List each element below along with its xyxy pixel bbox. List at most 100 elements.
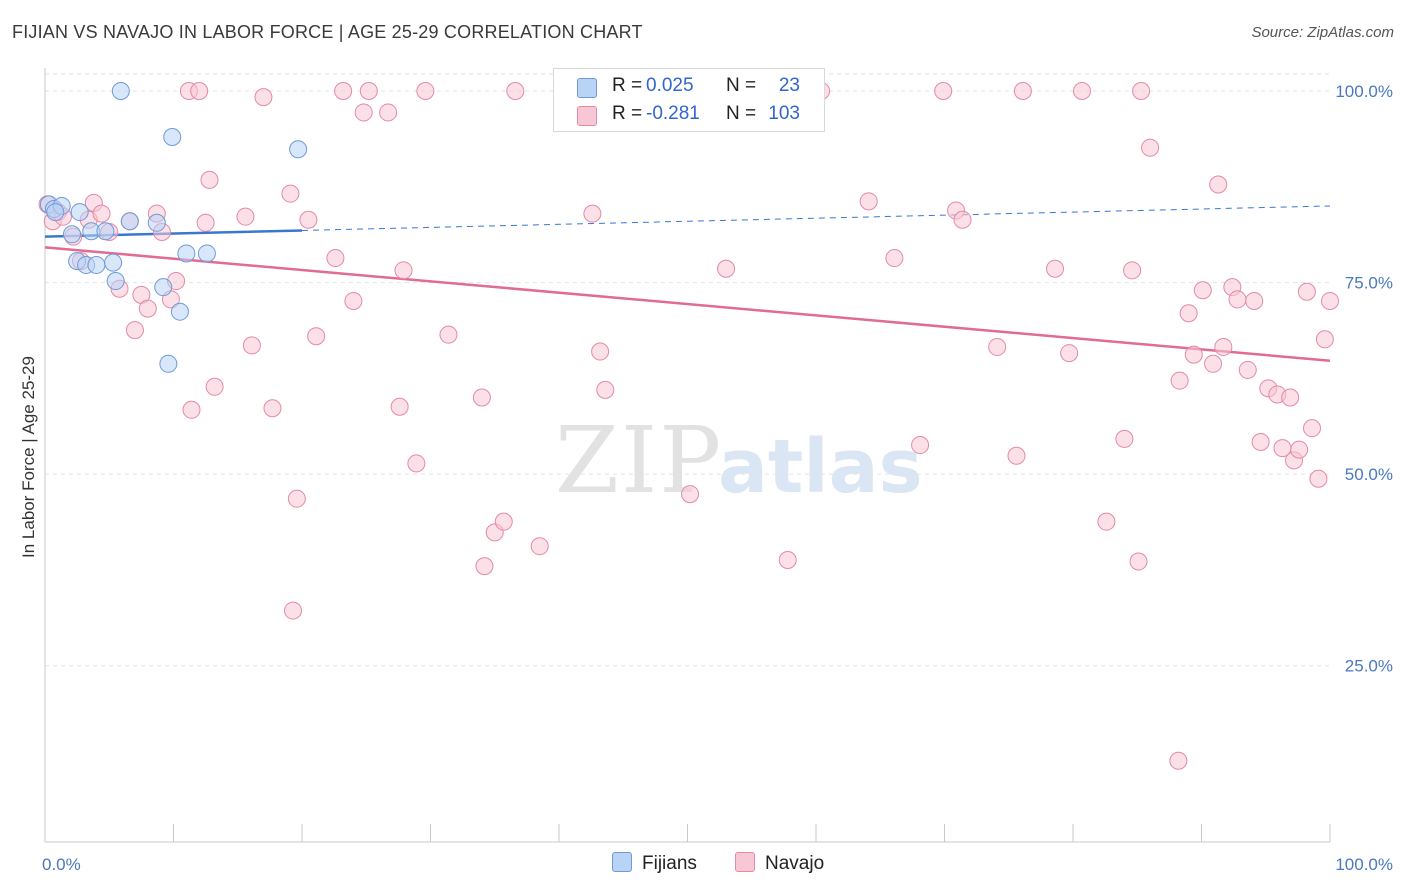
data-point-navajo	[1072, 81, 1091, 100]
data-point-fijians	[177, 244, 196, 263]
data-point-navajo	[287, 489, 306, 508]
data-point-navajo	[390, 397, 409, 416]
data-point-navajo	[379, 103, 398, 122]
data-point-navajo	[138, 299, 157, 318]
data-point-navajo	[242, 336, 261, 355]
data-point-navajo	[1129, 552, 1148, 571]
data-point-navajo	[596, 380, 615, 399]
data-point-navajo	[1141, 138, 1160, 157]
data-point-navajo	[281, 184, 300, 203]
tick-labels: 25.0% 50.0% 75.0% 100.0% 0.0% 100.0%	[42, 82, 1393, 874]
data-point-navajo	[354, 103, 373, 122]
data-point-navajo	[359, 81, 378, 100]
data-point-navajo	[1245, 291, 1264, 310]
watermark-atlas: atlas	[718, 424, 923, 510]
y-tick-label: 100.0%	[1335, 82, 1393, 101]
data-point-navajo	[1251, 432, 1270, 451]
data-point-fijians	[70, 203, 89, 222]
data-point-fijians	[170, 302, 189, 321]
fijians-swatch	[577, 78, 597, 98]
legend-row-fijians: R = 0.025 N = 23	[554, 73, 824, 101]
data-point-navajo	[1132, 81, 1151, 100]
data-point-fijians	[163, 127, 182, 146]
navajo-trend-line	[44, 246, 1331, 362]
data-point-navajo	[299, 210, 318, 229]
data-point-navajo	[1060, 344, 1079, 363]
data-point-navajo	[934, 81, 953, 100]
y-axis-label: In Labor Force | Age 25-29	[19, 356, 38, 558]
data-point-fijians	[106, 272, 125, 291]
x-tick-label: 100.0%	[1335, 855, 1393, 874]
data-point-navajo	[1228, 290, 1247, 309]
r-value: 0.025	[646, 75, 694, 96]
data-point-navajo	[988, 337, 1007, 356]
data-point-fijians	[46, 203, 65, 222]
data-point-navajo	[530, 537, 549, 556]
data-point-navajo	[778, 550, 797, 569]
data-point-navajo	[1238, 360, 1257, 379]
source-label: Source: ZipAtlas.com	[1251, 24, 1394, 41]
data-point-fijians	[62, 225, 81, 244]
y-tick-label: 75.0%	[1345, 274, 1393, 293]
n-value: 103	[768, 103, 800, 124]
axes	[44, 68, 1331, 843]
navajo-swatch	[577, 106, 597, 126]
data-point-fijians	[197, 244, 216, 263]
r-value: -0.281	[646, 103, 700, 124]
data-point-navajo	[200, 170, 219, 189]
data-point-navajo	[506, 81, 525, 100]
data-point-navajo	[911, 436, 930, 455]
data-point-navajo	[92, 204, 111, 223]
data-point-navajo	[1309, 469, 1328, 488]
stats-legend: R = 0.025 N = 23 R = -0.281 N = 103	[553, 68, 825, 132]
data-point-navajo	[1281, 388, 1300, 407]
data-point-navajo	[717, 259, 736, 278]
data-point-navajo	[494, 512, 513, 531]
data-point-navajo	[591, 342, 610, 361]
data-point-fijians	[147, 213, 166, 232]
chart-title: FIJIAN VS NAVAJO IN LABOR FORCE | AGE 25…	[12, 22, 643, 42]
data-points	[38, 81, 1339, 770]
n-value: 23	[778, 75, 800, 96]
data-point-navajo	[1214, 337, 1233, 356]
y-tick-label: 50.0%	[1345, 465, 1393, 484]
data-point-navajo	[1123, 261, 1142, 280]
data-point-navajo	[1204, 354, 1223, 373]
data-point-navajo	[307, 327, 326, 346]
r-label: R =	[612, 103, 643, 124]
n-label: N =	[726, 75, 757, 96]
data-point-navajo	[583, 204, 602, 223]
data-point-navajo	[334, 81, 353, 100]
data-point-navajo	[1046, 259, 1065, 278]
data-point-navajo	[1169, 751, 1188, 770]
data-point-navajo	[263, 399, 282, 418]
data-point-navajo	[439, 325, 458, 344]
data-point-navajo	[1115, 429, 1134, 448]
data-point-fijians	[120, 212, 139, 231]
legend-item-navajo[interactable]: Navajo	[735, 852, 824, 875]
data-point-navajo	[681, 485, 700, 504]
trend-lines	[44, 205, 1331, 362]
navajo-legend-swatch	[735, 852, 755, 872]
fijians-legend-label: Fijians	[642, 853, 697, 874]
data-point-navajo	[1209, 175, 1228, 194]
navajo-legend-label: Navajo	[765, 853, 825, 874]
data-point-navajo	[1184, 345, 1203, 364]
data-point-navajo	[1179, 304, 1198, 323]
data-point-navajo	[953, 210, 972, 229]
data-point-navajo	[1303, 419, 1322, 438]
legend-item-fijians[interactable]: Fijians	[612, 852, 697, 875]
data-point-navajo	[254, 88, 273, 107]
watermark: ZIP atlas	[555, 407, 923, 514]
data-point-navajo	[859, 192, 878, 211]
fijians-legend-swatch	[612, 852, 632, 872]
x-tick-label: 0.0%	[42, 855, 81, 874]
data-point-navajo	[1297, 282, 1316, 301]
data-point-fijians	[87, 255, 106, 274]
data-point-navajo	[125, 321, 144, 340]
data-point-navajo	[182, 400, 201, 419]
data-point-navajo	[1193, 281, 1212, 300]
data-point-fijians	[159, 354, 178, 373]
data-point-navajo	[472, 388, 491, 407]
